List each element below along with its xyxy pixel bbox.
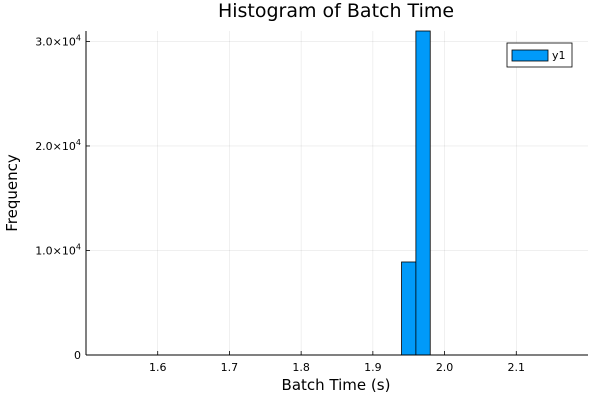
legend: y1 xyxy=(506,42,573,68)
y-axis-ticks: 0 1.0×104 2.0×104 3.0×104 xyxy=(35,33,90,362)
histogram-bar xyxy=(415,30,431,356)
histogram-bar xyxy=(401,261,417,356)
x-tick-label: 1.7 xyxy=(221,361,239,374)
x-axis-label: Batch Time (s) xyxy=(282,376,391,394)
axes xyxy=(85,31,588,356)
x-tick-label: 1.8 xyxy=(292,361,310,374)
grid-lines xyxy=(86,31,588,355)
chart-title: Histogram of Batch Time xyxy=(218,0,454,22)
x-tick-label: 2.0 xyxy=(436,361,454,374)
x-tick-label: 1.9 xyxy=(364,361,382,374)
y-tick-label: 2.0×104 xyxy=(35,138,81,153)
histogram-bars xyxy=(401,30,431,356)
x-tick-label: 2.1 xyxy=(508,361,526,374)
x-axis-ticks: 1.6 1.7 1.8 1.9 2.0 2.1 xyxy=(149,351,525,374)
legend-label-y1: y1 xyxy=(552,49,566,62)
y-axis-label: Frequency xyxy=(3,154,21,232)
y-tick-label: 3.0×104 xyxy=(35,33,81,48)
legend-swatch-y1 xyxy=(511,49,549,62)
x-tick-label: 1.6 xyxy=(149,361,167,374)
y-tick-label: 1.0×104 xyxy=(35,242,81,257)
y-tick-label: 0 xyxy=(74,349,81,362)
